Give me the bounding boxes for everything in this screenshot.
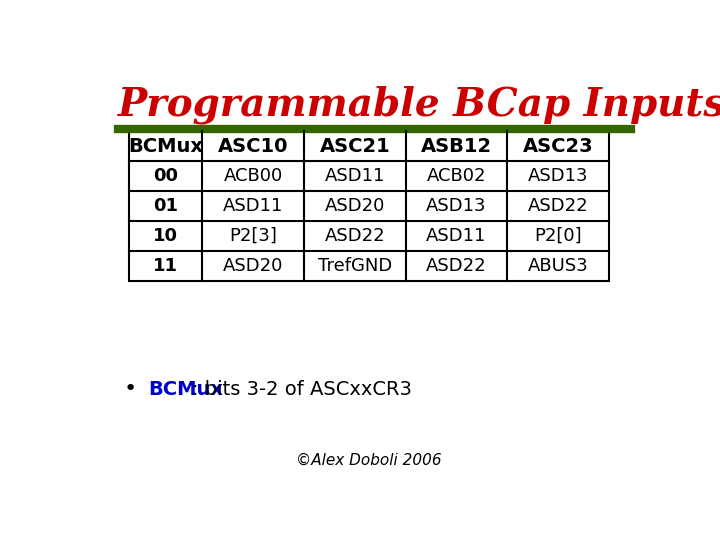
Text: ASC21: ASC21 bbox=[320, 137, 390, 156]
Text: ASD20: ASD20 bbox=[223, 257, 284, 275]
Text: TrefGND: TrefGND bbox=[318, 257, 392, 275]
Text: P2[0]: P2[0] bbox=[534, 227, 582, 245]
Text: : bits 3-2 of ASCxxCR3: : bits 3-2 of ASCxxCR3 bbox=[192, 380, 411, 399]
Text: BCMux: BCMux bbox=[128, 137, 203, 156]
Text: ASD13: ASD13 bbox=[528, 167, 588, 185]
Text: ACB00: ACB00 bbox=[224, 167, 283, 185]
Text: 00: 00 bbox=[153, 167, 179, 185]
Text: BCMux: BCMux bbox=[148, 380, 224, 399]
Text: •: • bbox=[124, 379, 137, 399]
Text: ASB12: ASB12 bbox=[421, 137, 492, 156]
Text: ASD11: ASD11 bbox=[426, 227, 487, 245]
Text: ASD22: ASD22 bbox=[426, 257, 487, 275]
Text: ACB02: ACB02 bbox=[427, 167, 486, 185]
Text: ASD22: ASD22 bbox=[528, 197, 588, 215]
Text: ASC23: ASC23 bbox=[523, 137, 593, 156]
Text: ASD20: ASD20 bbox=[325, 197, 385, 215]
Text: ABUS3: ABUS3 bbox=[528, 257, 588, 275]
Text: ASD11: ASD11 bbox=[223, 197, 284, 215]
Text: ASD13: ASD13 bbox=[426, 197, 487, 215]
Text: 11: 11 bbox=[153, 257, 179, 275]
Text: P2[3]: P2[3] bbox=[230, 227, 277, 245]
Text: ASC10: ASC10 bbox=[218, 137, 289, 156]
Text: ASD11: ASD11 bbox=[325, 167, 385, 185]
Text: ©Alex Doboli 2006: ©Alex Doboli 2006 bbox=[296, 453, 442, 468]
Text: Programmable BCap Inputs: Programmable BCap Inputs bbox=[118, 85, 720, 124]
Text: ASD22: ASD22 bbox=[325, 227, 385, 245]
Text: 01: 01 bbox=[153, 197, 179, 215]
Text: 10: 10 bbox=[153, 227, 179, 245]
